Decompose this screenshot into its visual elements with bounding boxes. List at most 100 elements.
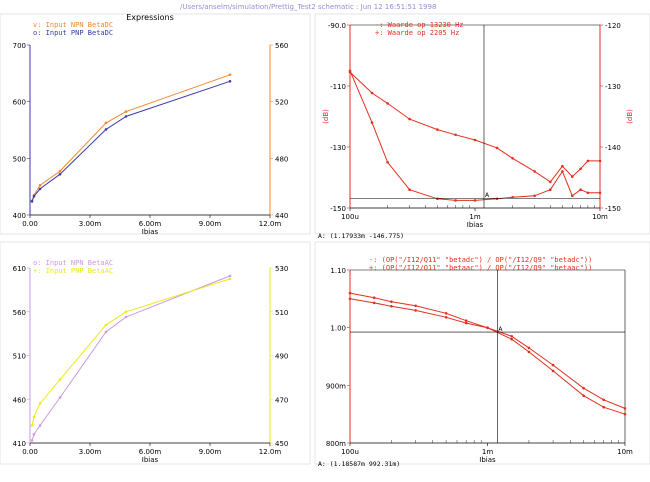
right-tick-label: 520: [275, 99, 288, 107]
data-point: [582, 386, 585, 390]
legend-entry: +: (OP("/I12/Q11" "betaac") / OP("/I12/Q…: [369, 264, 592, 272]
window-title: /Users/anselm/simulation/Prettig_Test2 s…: [180, 3, 436, 11]
left-tick-label: 600: [13, 99, 26, 107]
data-point: [436, 128, 439, 131]
data-point: [104, 121, 108, 125]
data-point: [549, 188, 552, 191]
left-tick-label: -130: [330, 144, 346, 152]
right-tick-label: 440: [275, 212, 288, 220]
data-point: [533, 194, 536, 198]
data-point: [348, 69, 352, 73]
data-point: [510, 335, 513, 338]
left-tick-label: -150: [330, 205, 346, 213]
data-point: [38, 184, 42, 187]
x-axis-label: Ibias: [479, 456, 496, 464]
data-point: [598, 159, 602, 163]
data-point: [228, 274, 232, 278]
right-tick-label: 530: [275, 265, 288, 273]
panel-frame: [314, 13, 650, 235]
x-tick-label: 12.0m: [259, 448, 282, 456]
data-point: [511, 157, 514, 160]
data-point: [104, 128, 108, 131]
x-tick-label: 1m: [469, 213, 480, 221]
data-point: [551, 369, 555, 373]
panel-frame: [314, 241, 650, 465]
x-axis-label: Ibias: [467, 221, 484, 229]
data-point: [32, 433, 36, 436]
x-tick-label: 10m: [617, 448, 633, 456]
data-point: [38, 402, 42, 405]
data-point: [228, 277, 232, 281]
data-point: [390, 305, 393, 308]
data-point: [386, 161, 389, 164]
left-tick-label: 1.00: [330, 325, 346, 333]
data-point: [444, 312, 448, 315]
right-tick-label: -120: [605, 22, 621, 30]
left-tick-label: 510: [13, 353, 26, 361]
data-point: [38, 424, 42, 427]
right-tick-label: -150: [605, 205, 621, 213]
data-point: [510, 337, 513, 341]
data-point: [486, 326, 489, 330]
x-tick-label: 0.00: [22, 220, 38, 228]
cursor-marker-label: A: [498, 326, 503, 333]
data-point: [30, 200, 34, 203]
data-point: [32, 415, 36, 419]
left-tick-label: 400: [13, 212, 26, 220]
x-tick-label: 0.00: [22, 448, 38, 456]
x-tick-label: 6.00m: [139, 448, 162, 456]
cursor-readout: A: (1.18587m 992.31m): [318, 460, 400, 468]
legend-entry: -: Waarde op 13230 Hz: [375, 21, 464, 29]
data-point: [598, 191, 602, 195]
data-point: [38, 187, 42, 191]
data-point: [228, 73, 232, 77]
right-tick-label: 510: [275, 309, 288, 317]
x-tick-label: 12.0m: [259, 220, 282, 228]
data-point: [495, 197, 499, 201]
data-point: [58, 396, 62, 399]
data-point: [454, 199, 457, 202]
x-axis-label: Ibias: [142, 228, 159, 236]
data-point: [370, 91, 374, 95]
series-line: [349, 71, 600, 183]
left-tick-label: 610: [13, 265, 26, 273]
left-axis-label: (dB): [322, 109, 330, 124]
data-point: [390, 300, 393, 304]
data-point: [579, 188, 582, 191]
right-tick-label: 480: [275, 155, 288, 163]
right-tick-label: 560: [275, 42, 288, 50]
chart-panel-bottom-left: 0.00 3.00m 6.00m 9.00m 12.0m Ibias 410 460 510 56…: [0, 241, 311, 465]
chart-panel-bottom-right: 100u 1m 10m Ibias 1.10 1.00 900m 800m -: (OP("/I…: [314, 241, 650, 468]
data-point: [414, 309, 417, 312]
data-point: [473, 199, 477, 202]
data-point: [551, 363, 555, 367]
data-point: [124, 315, 128, 319]
data-point: [602, 398, 605, 402]
left-tick-label: 560: [13, 309, 26, 317]
left-tick-label: 500: [13, 155, 26, 163]
data-point: [104, 330, 108, 334]
data-point: [464, 319, 468, 323]
cursor-marker-label: A: [485, 192, 490, 199]
data-point: [30, 424, 34, 427]
x-axis-label: Ibias: [142, 456, 159, 464]
chart-title: Expressions: [126, 13, 174, 22]
legend-entry: +: Input PNP BetaAC: [33, 267, 113, 275]
right-tick-label: 450: [275, 440, 288, 448]
data-point: [124, 310, 128, 314]
left-tick-label: 700: [13, 42, 26, 50]
data-point: [495, 146, 499, 150]
data-point: [527, 350, 531, 354]
data-point: [561, 164, 564, 168]
x-tick-label: 9.00m: [199, 220, 222, 228]
left-tick-label: -110: [330, 83, 346, 91]
right-tick-label: 490: [275, 353, 288, 361]
left-tick-label: 410: [13, 440, 26, 448]
legend-entry: o: Input NPN BetaAC: [33, 259, 113, 267]
x-tick-label: 3.00m: [79, 448, 102, 456]
right-axis-label: (dB): [626, 109, 634, 124]
right-tick-label: 470: [275, 396, 288, 404]
data-point: [58, 169, 62, 173]
data-point: [571, 175, 574, 178]
data-point: [228, 80, 232, 83]
